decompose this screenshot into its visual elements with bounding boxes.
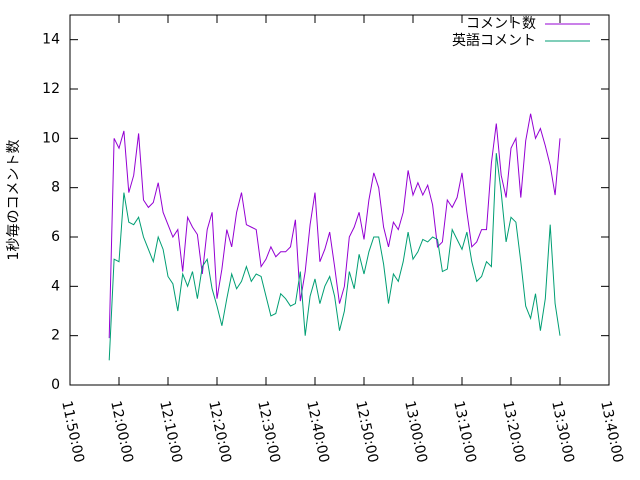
y-tick-label: 8 [51,180,60,196]
series-line [108,113,561,339]
legend-label: 英語コメント [452,32,536,49]
y-tick-label: 14 [42,32,60,48]
y-axis-label: 1秒毎のコメント数 [6,140,22,261]
y-tick-label: 6 [51,229,60,245]
y-tick-label: 10 [42,130,60,146]
y-tick-label: 12 [42,81,60,97]
y-tick-label: 4 [51,278,60,294]
plot-border [69,14,610,386]
y-tick-label: 0 [51,377,60,393]
y-tick-label: 2 [51,328,60,344]
legend-label: コメント数 [466,16,536,32]
series-line [108,153,561,361]
